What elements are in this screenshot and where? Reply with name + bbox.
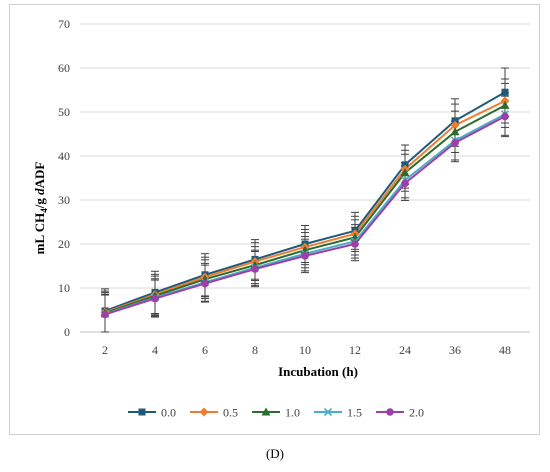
y-tick-label: 40 [58,149,70,163]
legend-marker [199,407,209,417]
data-point [500,100,510,109]
data-point [501,112,509,121]
data-point [450,127,460,136]
x-tick-label: 48 [499,343,511,357]
y-tick-label: 70 [58,17,70,31]
data-point [301,252,309,260]
x-tick-label: 24 [399,343,411,357]
data-point [451,139,459,147]
y-tick-label: 20 [58,237,70,251]
legend-label: 0.0 [161,406,176,420]
x-tick-label: 6 [202,343,208,357]
y-tick-label: 0 [64,325,70,339]
x-tick-label: 8 [252,343,258,357]
legend-marker [323,407,333,417]
data-point [450,120,460,130]
x-tick-label: 2 [102,343,108,357]
y-axis-label: mL CH4/g dADF [32,162,49,255]
legend-marker [261,407,271,416]
x-tick-label: 10 [299,343,311,357]
x-tick-label: 12 [349,343,361,357]
data-point [351,240,359,248]
legend-label: 1.0 [285,406,300,420]
y-tick-label: 10 [58,281,70,295]
data-point [201,279,209,288]
x-axis-label: Incubation (h) [278,364,358,379]
data-point [401,179,409,188]
y-tick-label: 50 [58,105,70,119]
data-point [101,310,109,319]
y-axis-ticks: 0 10 20 30 40 50 60 70 [58,17,70,339]
legend-label: 2.0 [409,406,424,420]
data-point [151,294,159,303]
legend-label: 1.5 [347,406,362,420]
x-tick-label: 36 [449,343,461,357]
data-point [400,168,410,177]
x-tick-label: 4 [152,343,158,357]
legend: 0.0 0.5 1.0 1.5 2.0 [128,406,424,420]
legend-label: 0.5 [223,406,238,420]
y-tick-label: 30 [58,193,70,207]
data-point [501,88,509,96]
y-tick-label: 60 [58,61,70,75]
series-markers [100,88,510,319]
legend-marker [138,408,146,416]
panel-label: (D) [266,446,284,461]
chart-border [9,4,540,435]
data-point [251,265,259,273]
legend-marker [386,408,394,416]
x-axis: 2 4 6 8 10 12 24 36 48 [102,343,511,357]
